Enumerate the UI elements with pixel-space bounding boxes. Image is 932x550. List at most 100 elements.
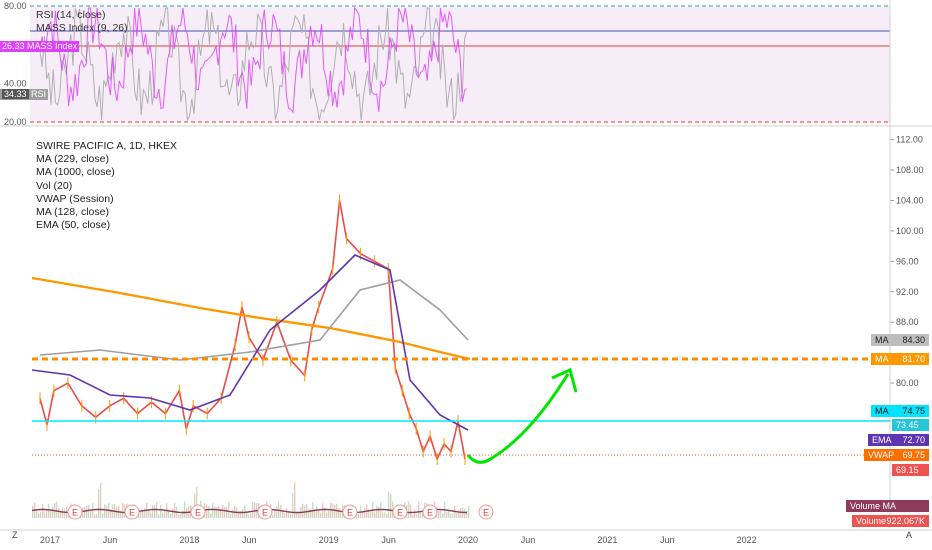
volume-bar xyxy=(310,509,312,518)
auto-scale-button[interactable]: A xyxy=(906,530,913,540)
x-tick-6: 2020 xyxy=(458,535,478,545)
earnings-marker-circle xyxy=(124,504,140,520)
legend-ma1000[interactable]: MA (1000, close) xyxy=(36,166,115,179)
volume-bar xyxy=(414,509,416,518)
volume-bar xyxy=(238,511,240,518)
volume-bar xyxy=(62,508,64,518)
rsi-legend-line-1[interactable]: MASS Index (9, 26) xyxy=(36,22,128,34)
ma-tag-84-value: 84.30 xyxy=(902,335,925,345)
ma-tag-81-name: MA xyxy=(875,354,889,364)
volume-bar xyxy=(148,509,150,518)
volume-bar xyxy=(216,507,218,518)
rsi-y-tick-3: 20.00 xyxy=(4,117,27,127)
ma-tag-81-value: 81.70 xyxy=(902,354,925,364)
zoom-corner-button[interactable]: Z xyxy=(12,530,18,540)
volume-bar xyxy=(100,482,102,518)
volume-bar xyxy=(408,501,410,518)
vwap-tag: VWAP 69.75 xyxy=(864,449,929,461)
legend-ma128[interactable]: MA (128, close) xyxy=(36,206,109,219)
volume-bar xyxy=(98,489,100,518)
legend-vol[interactable]: Vol (20) xyxy=(36,179,73,192)
earnings-marker: E xyxy=(262,508,268,518)
volume-bar xyxy=(334,505,336,518)
ma-tag-84-name: MA xyxy=(875,335,889,345)
volume-bar xyxy=(180,513,182,518)
volume-bar xyxy=(276,506,278,518)
volume-bar xyxy=(416,514,418,518)
volume-bar xyxy=(296,512,298,518)
volume-bar xyxy=(324,507,326,518)
volume-bar xyxy=(252,501,254,518)
rsi-band xyxy=(30,6,890,122)
volume-bar xyxy=(212,503,214,518)
legend-ema50[interactable]: EMA (50, close) xyxy=(36,219,111,232)
chart-title[interactable]: SWIRE PACIFIC A, 1D, HKEX xyxy=(36,140,178,152)
legend-ma229[interactable]: MA (229, close) xyxy=(36,153,109,166)
volume-bar xyxy=(196,486,198,518)
rsi-legend-line-0[interactable]: RSI (14, close) xyxy=(36,9,106,21)
volume-bar xyxy=(246,511,248,518)
volume-bar xyxy=(420,512,422,518)
earnings-marker: E xyxy=(195,508,201,518)
x-tick-8: 2021 xyxy=(597,535,617,545)
ema-tag-value: 72.70 xyxy=(902,435,925,445)
volume-bar xyxy=(228,501,230,518)
volume-bar xyxy=(288,510,290,518)
volume-bar xyxy=(446,511,448,518)
volume-bar xyxy=(44,512,46,518)
ma-tag-81: MA 81.70 xyxy=(871,353,929,365)
volume-ma-tag-name: Volume MA xyxy=(850,501,897,511)
volume-bar xyxy=(328,509,330,518)
price-line xyxy=(39,200,466,462)
earnings-marker-circle xyxy=(478,504,494,520)
volume-bar xyxy=(316,505,318,518)
volume-bar xyxy=(214,506,216,518)
ma-tag-84: MA 84.30 xyxy=(871,334,929,346)
volume-bar xyxy=(104,504,106,518)
earnings-marker: E xyxy=(347,508,353,518)
volume-bar xyxy=(84,506,86,518)
volume-bar xyxy=(308,509,310,518)
volume-bar xyxy=(318,510,320,518)
rsi-y-tick-0: 80.00 xyxy=(4,1,27,11)
volume-bar xyxy=(440,510,442,518)
volume-bar xyxy=(150,512,152,518)
price-tag-69-value: 69.15 xyxy=(896,465,919,475)
rsi-line xyxy=(39,7,468,122)
ma-tag-74-name: MA xyxy=(875,406,889,416)
volume-bar xyxy=(218,505,220,518)
main-legend: SWIRE PACIFIC A, 1D, HKEX MA (229, close… xyxy=(36,140,177,232)
earnings-marker: E xyxy=(129,508,135,518)
volume-bar xyxy=(224,506,226,518)
volume-bar xyxy=(50,510,52,518)
y-tick-2: 104.00 xyxy=(896,195,924,205)
legend-vwap[interactable]: VWAP (Session) xyxy=(36,192,114,205)
volume-bar xyxy=(292,492,294,518)
volume-bar xyxy=(120,510,122,518)
volume-tag: Volume 922.067K xyxy=(852,515,929,527)
volume-bar xyxy=(56,501,58,518)
volume-bar xyxy=(172,508,174,518)
earnings-marker: E xyxy=(427,508,433,518)
volume-bar xyxy=(250,513,252,518)
earnings-marker: E xyxy=(397,508,403,518)
volume-bar xyxy=(388,491,390,518)
ma128-line xyxy=(39,279,469,361)
volume-bar xyxy=(302,503,304,518)
rsi-tag-name: RSI xyxy=(31,89,47,99)
volume-bar xyxy=(184,501,186,518)
volume-bar xyxy=(298,513,300,518)
volume-bar xyxy=(164,510,166,518)
volume-bar xyxy=(60,510,62,518)
volume-bar xyxy=(458,509,460,518)
volume-bar xyxy=(82,507,84,518)
y-tick-7: 80.00 xyxy=(896,378,919,388)
earnings-marker: E xyxy=(72,508,78,518)
mass-index-tag-name: MASS Index xyxy=(27,41,78,51)
ema-tag: EMA 72.70 xyxy=(868,434,929,446)
volume-bar xyxy=(222,505,224,518)
x-tick-10: 2022 xyxy=(737,535,757,545)
rsi-tag-value: 34.33 xyxy=(2,89,29,99)
volume-bar xyxy=(468,506,470,518)
